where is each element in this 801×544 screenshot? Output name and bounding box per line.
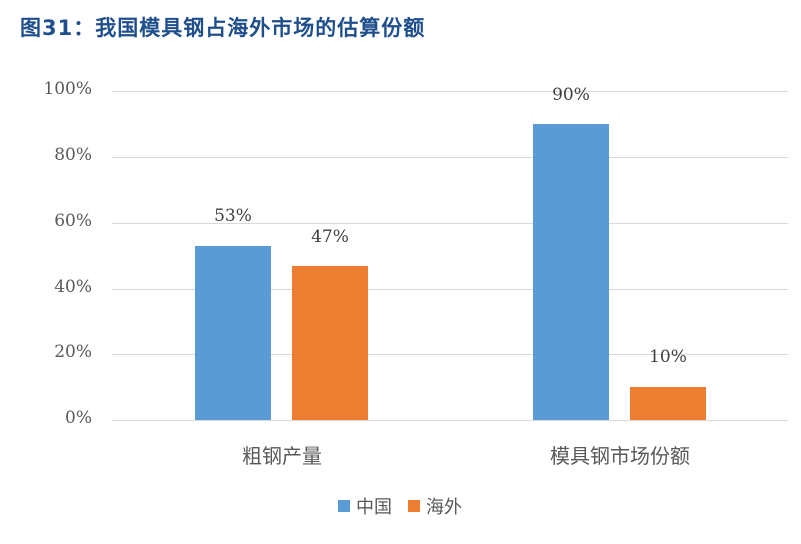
y-tick-label: 100% <box>43 79 92 99</box>
legend-label: 中国 <box>356 497 392 518</box>
y-tick-label: 60% <box>54 211 92 231</box>
legend-item-china[interactable]: 中国 <box>338 493 392 519</box>
gridline-20 <box>112 354 788 355</box>
bar-china-crude-steel <box>195 246 271 420</box>
gridline-80 <box>112 157 788 158</box>
legend-swatch-icon <box>408 500 420 512</box>
y-tick-label: 20% <box>54 342 92 362</box>
bar-overseas-die-steel <box>630 387 706 420</box>
x-category-label: 模具钢市场份额 <box>550 444 690 468</box>
legend-swatch-icon <box>338 500 350 512</box>
gridline-60 <box>112 223 788 224</box>
y-tick-label: 40% <box>54 277 92 297</box>
gridline-40 <box>112 289 788 290</box>
bar-china-die-steel <box>533 124 609 420</box>
data-label: 90% <box>552 85 590 105</box>
x-category-label: 粗钢产量 <box>242 444 322 468</box>
data-label: 53% <box>214 206 252 226</box>
y-tick-label: 0% <box>65 408 92 428</box>
legend: 中国 海外 <box>338 493 478 519</box>
gridline-100 <box>112 91 788 92</box>
gridline-0 <box>112 420 788 421</box>
bar-overseas-crude-steel <box>292 266 368 420</box>
chart-title: 图31：我国模具钢占海外市场的估算份额 <box>20 16 426 40</box>
data-label: 10% <box>649 347 687 367</box>
y-tick-label: 80% <box>54 145 92 165</box>
legend-label: 海外 <box>426 497 462 518</box>
legend-item-overseas[interactable]: 海外 <box>408 493 462 519</box>
data-label: 47% <box>311 227 349 247</box>
